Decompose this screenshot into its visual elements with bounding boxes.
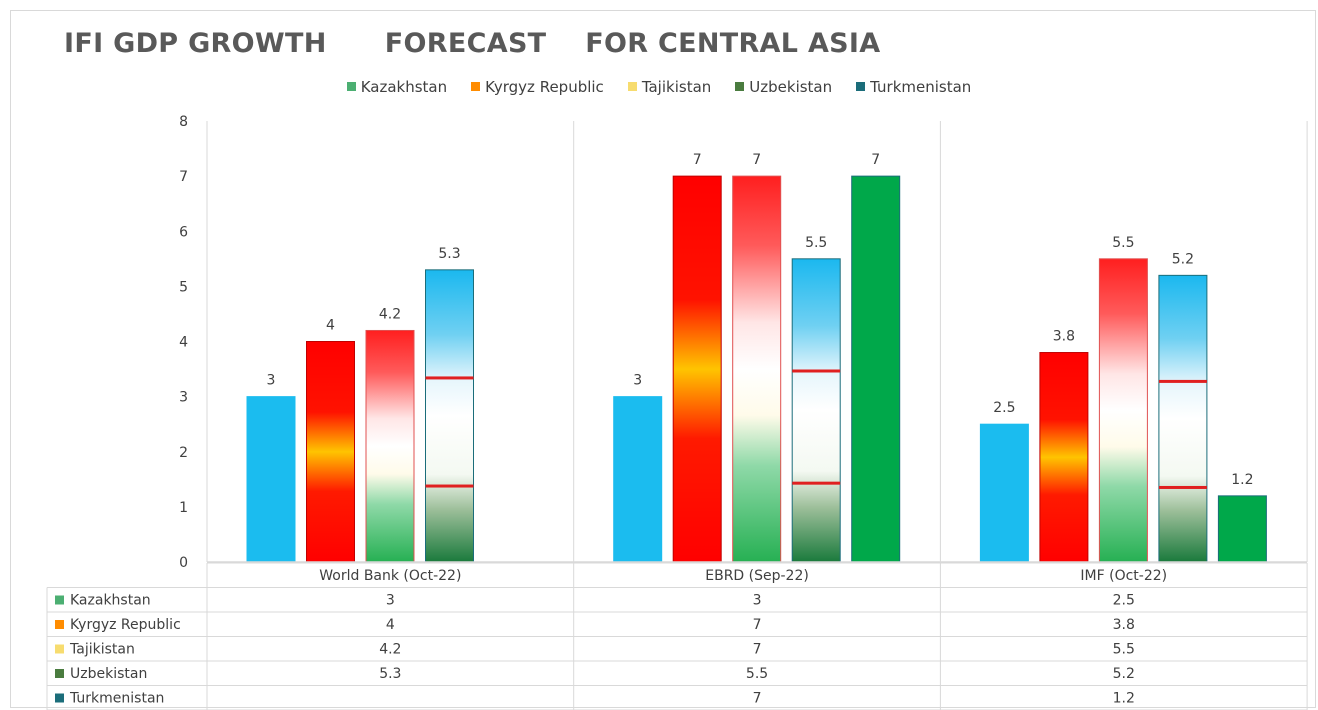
table-cell: 5.5 — [746, 666, 768, 682]
data-label: 7 — [693, 152, 702, 168]
bar-uzbekistan — [1158, 274, 1208, 563]
bar-kyrgyz-republic — [672, 175, 722, 563]
bar-kazakhstan — [979, 423, 1029, 563]
bar-kazakhstan — [613, 396, 663, 563]
bar-stripe — [425, 484, 474, 488]
y-tick-label: 6 — [179, 224, 188, 240]
data-label: 5.2 — [1172, 251, 1194, 267]
bar-tajikistan — [365, 329, 415, 563]
table-row-label: Kazakhstan — [70, 593, 151, 609]
table-cell: 3.8 — [1113, 617, 1135, 633]
y-tick-label: 8 — [179, 114, 188, 130]
bar-stripe — [425, 376, 474, 380]
y-tick-label: 5 — [179, 279, 188, 295]
legend-item-tajikistan: Tajikistan — [627, 78, 712, 96]
data-label: 5.3 — [438, 246, 460, 262]
data-label: 5.5 — [1112, 235, 1134, 251]
data-label: 2.5 — [993, 400, 1015, 416]
bar-uzbekistan — [425, 269, 474, 563]
legend-label: Tajikistan — [641, 78, 712, 96]
legend-item-turkmenistan: Turkmenistan — [856, 78, 971, 96]
table-cell: 3 — [753, 593, 762, 609]
table-legend-swatch — [55, 669, 64, 678]
table-cell: 5.2 — [1113, 666, 1135, 682]
legend-swatch — [627, 82, 637, 91]
legend-swatch — [856, 82, 866, 91]
chart-legend: Kazakhstan Kyrgyz Republic Tajikistan Uzbek… — [0, 78, 1318, 96]
y-tick-label: 7 — [179, 169, 188, 185]
table-cell: 3 — [386, 593, 395, 609]
table-cell: 1.2 — [1113, 691, 1135, 707]
legend-label: Kazakhstan — [360, 78, 448, 96]
data-label: 7 — [752, 152, 761, 168]
table-cell: 4.2 — [379, 642, 401, 658]
bar-kyrgyz-republic — [1039, 352, 1089, 563]
y-tick-label: 3 — [179, 390, 188, 406]
table-legend-swatch — [55, 693, 64, 703]
data-label: 7 — [871, 152, 880, 168]
bar-tajikistan — [732, 175, 782, 563]
data-label: 1.2 — [1231, 472, 1253, 488]
data-label: 3 — [633, 373, 642, 389]
table-cell: 2.5 — [1113, 593, 1135, 609]
y-tick-label: 0 — [179, 555, 188, 571]
table-row-label: Uzbekistan — [70, 666, 147, 682]
table-row-label: Tajikistan — [69, 642, 135, 658]
y-tick-label: 4 — [179, 335, 188, 351]
table-legend-swatch — [55, 644, 64, 654]
legend-label: Kyrgyz Republic — [485, 78, 604, 96]
table-cell: 7 — [753, 691, 762, 707]
legend-swatch — [471, 82, 481, 91]
table-row-label: Kyrgyz Republic — [70, 617, 181, 633]
bar-turkmenistan — [851, 175, 901, 563]
table-row-label: Turkmenistan — [69, 691, 164, 707]
legend-item-kazakhstan: Kazakhstan — [346, 78, 448, 96]
data-label: 4 — [326, 318, 335, 334]
data-label: 5.5 — [805, 235, 827, 251]
data-label: 4.2 — [379, 306, 401, 322]
y-tick-label: 1 — [179, 500, 188, 516]
table-cell: 7 — [753, 642, 762, 658]
bar-kazakhstan — [246, 396, 296, 563]
bar-stripe — [1158, 485, 1207, 489]
bar-stripe — [792, 369, 841, 373]
table-legend-swatch — [55, 595, 64, 605]
chart-title: IFI GDP GROWTH FORECAST FOR CENTRAL ASIA — [64, 28, 881, 59]
bar-kyrgyz-republic — [306, 341, 355, 563]
legend-item-uzbekistan: Uzbekistan — [735, 78, 832, 96]
bar-tajikistan — [1098, 258, 1148, 563]
chart-frame — [10, 10, 1316, 708]
table-cell: 5.3 — [379, 666, 401, 682]
x-tick-label: EBRD (Sep-22) — [705, 568, 809, 584]
legend-item-kyrgyz-republic: Kyrgyz Republic — [471, 78, 604, 96]
legend-swatch — [735, 82, 745, 91]
y-tick-label: 2 — [179, 445, 188, 461]
table-cell: 4 — [386, 617, 395, 633]
x-tick-label: World Bank (Oct-22) — [319, 568, 461, 584]
data-label: 3.8 — [1053, 329, 1075, 345]
data-label: 3 — [267, 373, 276, 389]
bar-stripe — [1158, 379, 1207, 383]
bar-turkmenistan — [1217, 495, 1267, 563]
x-tick-label: IMF (Oct-22) — [1080, 568, 1167, 584]
bar-uzbekistan — [791, 258, 841, 563]
legend-label: Uzbekistan — [749, 78, 833, 96]
bar-stripe — [792, 481, 841, 485]
legend-swatch — [346, 82, 356, 91]
table-cell: 5.5 — [1113, 642, 1135, 658]
table-legend-swatch — [55, 620, 64, 629]
table-cell: 7 — [753, 617, 762, 633]
legend-label: Turkmenistan — [870, 78, 972, 96]
